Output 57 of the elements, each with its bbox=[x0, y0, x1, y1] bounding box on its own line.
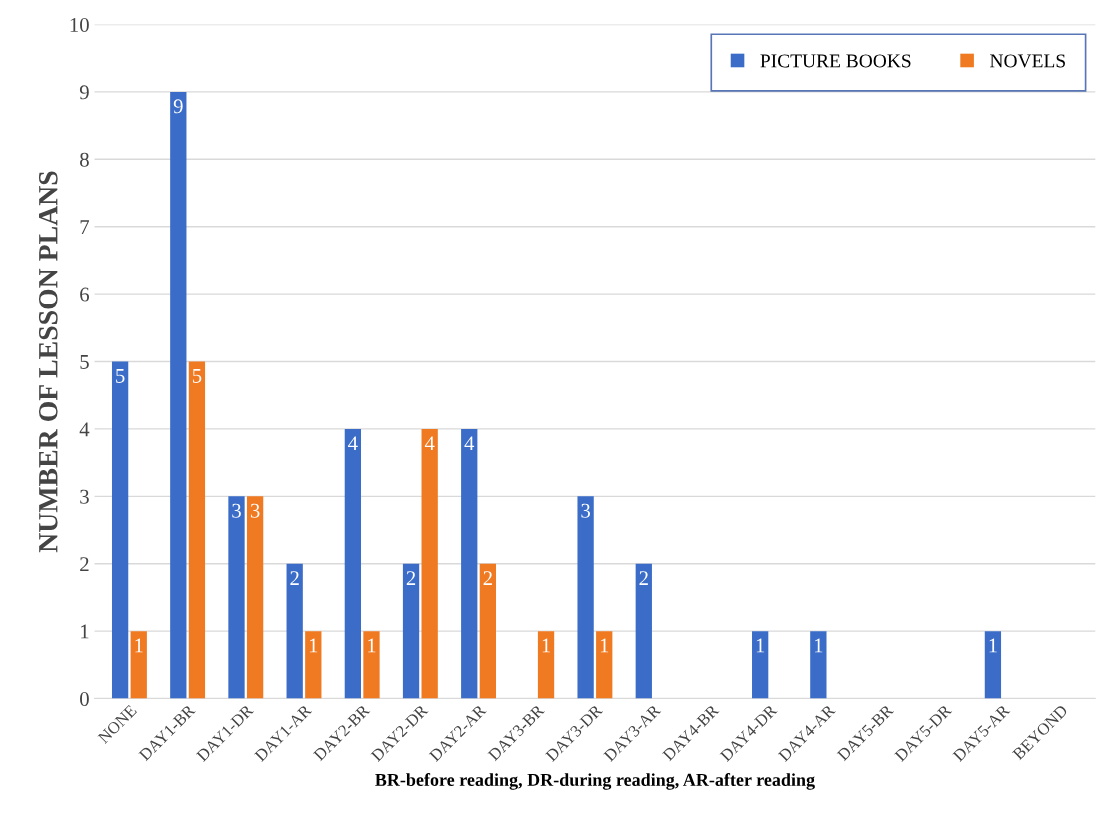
bar bbox=[752, 631, 769, 699]
bar bbox=[188, 361, 206, 699]
bar bbox=[305, 631, 322, 699]
legend-label: NOVELS bbox=[990, 54, 1065, 68]
bar bbox=[111, 361, 129, 699]
bar bbox=[228, 496, 245, 699]
data-label: 3 bbox=[581, 503, 590, 518]
bar bbox=[246, 496, 264, 699]
bar bbox=[577, 496, 594, 699]
bar bbox=[130, 631, 147, 699]
bar bbox=[635, 563, 652, 699]
data-label: 5 bbox=[192, 369, 202, 383]
data-label: 1 bbox=[756, 638, 765, 653]
data-label: 1 bbox=[309, 638, 318, 653]
bar bbox=[363, 631, 380, 699]
x-axis-title: BR-before reading, DR-during reading, AR-after reading bbox=[375, 773, 815, 790]
y-tick-label: 8 bbox=[80, 152, 89, 167]
data-label: 4 bbox=[424, 436, 435, 451]
bar bbox=[421, 428, 438, 699]
data-label: 5 bbox=[116, 369, 125, 383]
bar bbox=[479, 563, 496, 699]
y-tick-label: 0 bbox=[80, 691, 89, 706]
bar bbox=[461, 428, 478, 699]
y-tick-label: 10 bbox=[70, 17, 89, 32]
data-label: 1 bbox=[542, 638, 550, 653]
data-label: 4 bbox=[464, 436, 475, 451]
data-label: 3 bbox=[232, 503, 241, 518]
data-label: 2 bbox=[483, 571, 492, 585]
legend-label: PICTURE BOOKS bbox=[760, 54, 911, 68]
data-label: 1 bbox=[135, 638, 143, 653]
y-tick-label: 7 bbox=[80, 220, 90, 234]
data-label: 3 bbox=[250, 503, 260, 518]
y-tick-label: 6 bbox=[80, 287, 90, 302]
data-label: 2 bbox=[406, 571, 416, 585]
bar bbox=[596, 631, 613, 699]
bar bbox=[984, 631, 1002, 699]
data-label: 1 bbox=[989, 638, 997, 653]
data-label: 2 bbox=[290, 571, 299, 585]
bar bbox=[170, 91, 187, 699]
data-label: 2 bbox=[639, 571, 648, 585]
data-label: 1 bbox=[814, 638, 823, 653]
y-tick-label: 9 bbox=[79, 85, 89, 100]
data-label: 9 bbox=[173, 99, 183, 114]
bar bbox=[402, 563, 420, 699]
y-tick-label: 5 bbox=[80, 355, 89, 369]
bar bbox=[344, 428, 362, 699]
bar bbox=[810, 631, 827, 699]
y-tick-label: 4 bbox=[79, 422, 90, 437]
bar bbox=[537, 631, 555, 699]
bar bbox=[286, 563, 303, 699]
y-tick-label: 3 bbox=[80, 489, 89, 504]
data-label: 1 bbox=[600, 638, 609, 653]
y-tick-label: 1 bbox=[81, 624, 89, 639]
data-label: 4 bbox=[348, 436, 358, 451]
data-label: 1 bbox=[368, 638, 376, 653]
y-axis-title: NUMBER OF LESSON PLANS bbox=[38, 171, 58, 553]
y-tick-label: 2 bbox=[80, 557, 89, 571]
